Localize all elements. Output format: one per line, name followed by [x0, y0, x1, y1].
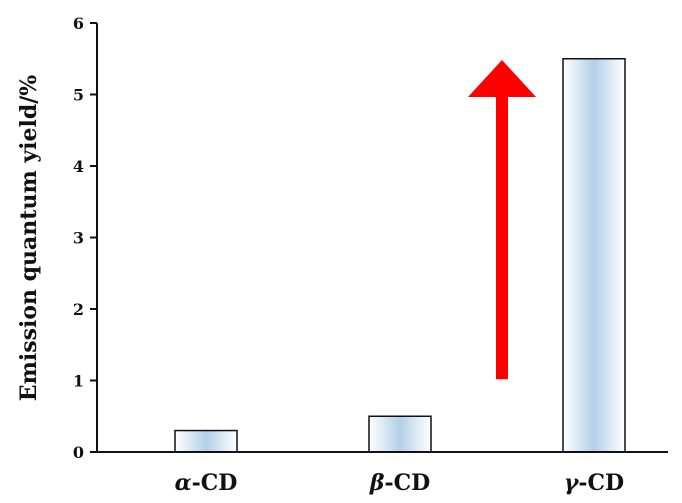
y-tick-label: 3	[73, 229, 84, 248]
y-axis-title: Emission quantum yield/%	[16, 75, 42, 401]
x-category-label: γ-CD	[564, 470, 624, 496]
x-category-label: α-CD	[175, 470, 238, 496]
y-tick-label: 5	[73, 86, 84, 105]
axes-layer	[90, 22, 668, 453]
labels-layer: 0 1 2 3 4 5 6 α-CD β-CD γ-CD	[73, 14, 624, 496]
y-tick-label: 4	[73, 157, 84, 176]
y-tick-label: 1	[73, 372, 84, 391]
bar-2	[368, 415, 432, 453]
arrow-shaft	[496, 97, 508, 380]
bar-1	[174, 429, 238, 453]
annotation-layer	[468, 60, 536, 380]
arrow-head	[468, 60, 536, 97]
bars-layer	[174, 58, 626, 453]
bar-3	[562, 58, 626, 453]
y-tick-label: 0	[73, 443, 84, 462]
y-tick-label: 6	[73, 14, 84, 33]
x-category-label: β-CD	[369, 470, 430, 496]
y-tick-label: 2	[73, 300, 84, 319]
